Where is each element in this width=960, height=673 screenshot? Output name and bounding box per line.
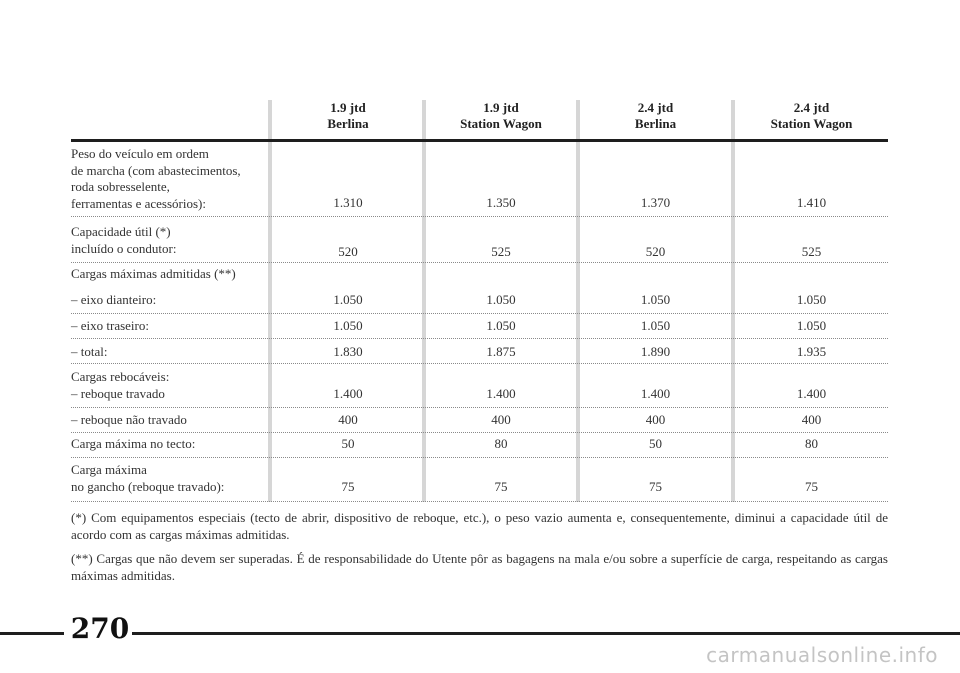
row-value: 400 xyxy=(645,412,666,427)
row-value: 1.050 xyxy=(486,292,516,307)
row-value: 1.830 xyxy=(333,344,363,359)
row-value: 1.050 xyxy=(333,292,363,307)
row-divider xyxy=(71,313,888,314)
row-value: 1.400 xyxy=(640,386,671,401)
row-value: 1.875 xyxy=(486,344,516,359)
row-value: 50 xyxy=(649,436,662,451)
table-row: – reboque não travado xyxy=(71,412,268,429)
row-value: 1.370 xyxy=(640,195,671,210)
row-value: 520 xyxy=(645,244,666,259)
column-header-engine: 1.9 jtd xyxy=(330,100,366,115)
row-label: Cargas máximas admitidas (**) xyxy=(71,266,236,281)
column-separator xyxy=(731,100,735,502)
column-header-body: Station Wagon xyxy=(460,116,542,131)
row-value: 1.050 xyxy=(640,318,671,333)
row-value: 1.050 xyxy=(640,292,671,307)
column-header-1: 1.9 jtd Berlina xyxy=(274,100,422,132)
row-divider xyxy=(71,407,888,408)
row-divider xyxy=(71,363,888,364)
page-number: 270 xyxy=(70,612,130,645)
table-row: – total: xyxy=(71,344,268,361)
row-value: 75 xyxy=(341,479,355,494)
row-value: 80 xyxy=(805,436,818,451)
footnote-2: (**) Cargas que não devem ser superadas.… xyxy=(71,551,888,583)
table-row: – eixo dianteiro: xyxy=(71,292,268,309)
table-row: Cargas rebocáveis: – reboque travado xyxy=(71,369,268,402)
row-value: 400 xyxy=(801,412,822,427)
row-label: Carga máxima no tecto: xyxy=(71,436,196,451)
row-value: 1.050 xyxy=(796,292,827,307)
table-row: Cargas máximas admitidas (**) xyxy=(71,266,268,283)
row-divider xyxy=(71,457,888,458)
footer-rule-left xyxy=(0,632,64,635)
row-divider xyxy=(71,338,888,339)
row-value: 520 xyxy=(338,244,358,259)
row-value: 75 xyxy=(494,479,508,494)
row-value: 75 xyxy=(649,479,662,494)
column-header-4: 2.4 jtd Station Wagon xyxy=(735,100,888,132)
row-value: 80 xyxy=(494,436,508,451)
row-value: 400 xyxy=(491,412,511,427)
row-value: 1.050 xyxy=(796,318,827,333)
column-header-body: Station Wagon xyxy=(770,116,853,131)
column-header-3: 2.4 jtd Berlina xyxy=(580,100,731,132)
row-value: 1.050 xyxy=(333,318,363,333)
row-divider xyxy=(71,216,888,217)
row-label: Cargas rebocáveis: – reboque travado xyxy=(71,369,170,401)
row-label: Peso do veículo em ordem de marcha (com … xyxy=(71,146,241,211)
row-value: 1.310 xyxy=(333,195,363,210)
row-value: 75 xyxy=(805,479,818,494)
footnote-1: (*) Com equipamentos especiais (tecto de… xyxy=(71,510,888,542)
row-value: 525 xyxy=(801,244,822,259)
watermark: carmanualsonline.info xyxy=(706,643,938,667)
row-value: 1.050 xyxy=(486,318,516,333)
table-row: Capacidade útil (*) incluído o condutor: xyxy=(71,224,268,257)
row-value: 1.400 xyxy=(796,386,827,401)
row-value: 525 xyxy=(491,244,511,259)
row-value: 1.350 xyxy=(486,195,516,210)
column-separator xyxy=(422,100,426,502)
row-value: 400 xyxy=(338,412,358,427)
header-rule xyxy=(71,139,888,142)
row-label: – eixo traseiro: xyxy=(71,318,149,333)
row-label: – reboque não travado xyxy=(71,412,187,427)
table-row: – eixo traseiro: xyxy=(71,318,268,335)
column-header-engine: 2.4 jtd xyxy=(793,100,830,115)
row-divider xyxy=(71,432,888,433)
column-header-body: Berlina xyxy=(634,116,677,131)
column-header-engine: 2.4 jtd xyxy=(637,100,674,115)
column-separator xyxy=(576,100,580,502)
footer-rule-right xyxy=(132,632,960,635)
row-value: 50 xyxy=(341,436,355,451)
column-separator xyxy=(268,100,272,502)
row-value: 1.410 xyxy=(796,195,827,210)
row-label: – eixo dianteiro: xyxy=(71,292,157,307)
row-divider xyxy=(71,501,888,502)
row-value: 1.400 xyxy=(333,386,363,401)
row-value: 1.890 xyxy=(640,344,671,359)
column-header-2: 1.9 jtd Station Wagon xyxy=(426,100,576,132)
row-divider xyxy=(71,262,888,263)
row-value: 1.935 xyxy=(796,344,827,359)
row-value: 1.400 xyxy=(486,386,516,401)
table-row: Carga máxima no tecto: xyxy=(71,436,268,453)
table-row: Carga máxima no gancho (reboque travado)… xyxy=(71,462,268,495)
row-label: Capacidade útil (*) incluído o condutor: xyxy=(71,224,177,256)
row-label: – total: xyxy=(71,344,108,359)
column-header-engine: 1.9 jtd xyxy=(483,100,519,115)
column-header-body: Berlina xyxy=(327,116,369,131)
row-label: Carga máxima no gancho (reboque travado)… xyxy=(71,462,225,494)
table-row: Peso do veículo em ordem de marcha (com … xyxy=(71,146,268,212)
